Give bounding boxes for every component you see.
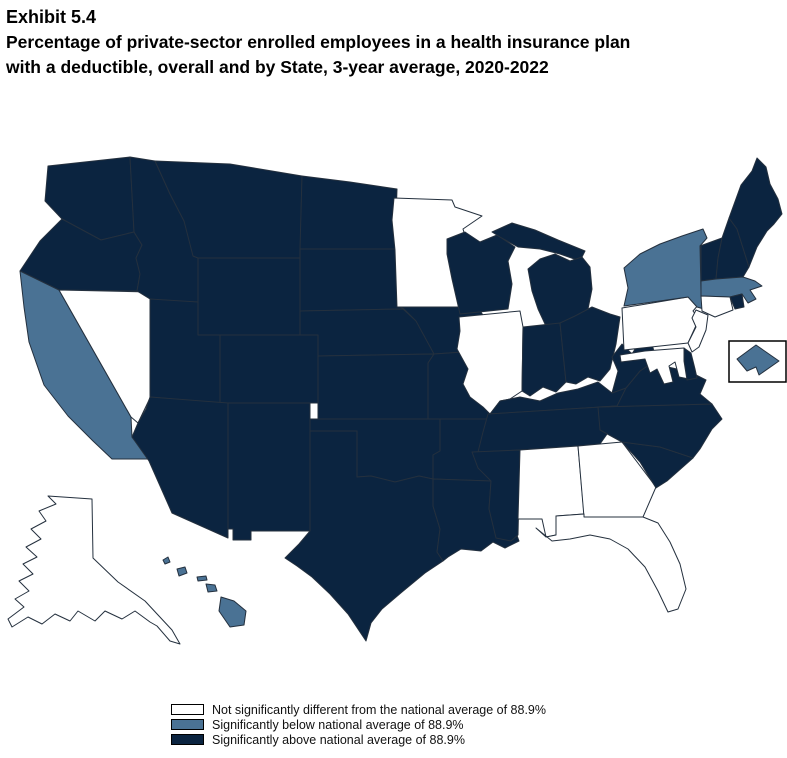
state-ct [700, 295, 734, 318]
state-ks [317, 353, 435, 420]
state-wi [446, 231, 516, 315]
legend-label-below-average: Significantly below national average of … [212, 717, 464, 732]
state-ri [729, 293, 745, 310]
legend-swatch-above-average [171, 734, 204, 745]
state-hi-big-island [218, 596, 247, 628]
legend-label-above-average: Significantly above national average of … [212, 732, 465, 747]
state-hi-oahu [176, 566, 188, 577]
state-hi-maui [205, 583, 218, 593]
state-co [219, 334, 319, 404]
state-dc [736, 344, 780, 376]
state-de [683, 347, 698, 381]
chart-title-line-2: with a deductible, overall and by State,… [6, 57, 549, 77]
state-ak [7, 495, 181, 645]
state-wy [197, 257, 301, 336]
state-ga [577, 441, 657, 518]
state-mi-lower-peninsula [527, 253, 593, 330]
state-fl [535, 513, 687, 613]
state-hi-kauai [162, 556, 171, 565]
title-block: Exhibit 5.4 Percentage of private-sector… [6, 5, 766, 80]
legend-item-below-average: Significantly below national average of … [171, 717, 546, 732]
state-me [728, 157, 783, 268]
state-in [521, 322, 567, 397]
legend-swatch-below-average [171, 719, 204, 730]
state-tx [284, 430, 444, 642]
chart-title-line-1: Percentage of private-sector enrolled em… [6, 32, 631, 52]
state-nv [58, 289, 151, 424]
state-nj [687, 309, 709, 353]
state-hi-molokai [196, 575, 208, 582]
legend: Not significantly different from the nat… [171, 702, 546, 749]
state-nd [299, 175, 398, 250]
exhibit-label: Exhibit 5.4 [6, 7, 97, 27]
state-oh [559, 306, 621, 385]
state-sd [299, 248, 404, 312]
state-nc [597, 403, 723, 459]
legend-item-not-different: Not significantly different from the nat… [171, 702, 546, 717]
legend-label-not-different: Not significantly different from the nat… [212, 702, 546, 717]
state-nm [227, 402, 311, 541]
legend-swatch-not-different [171, 704, 204, 715]
legend-item-above-average: Significantly above national average of … [171, 732, 546, 747]
state-az [131, 396, 229, 539]
